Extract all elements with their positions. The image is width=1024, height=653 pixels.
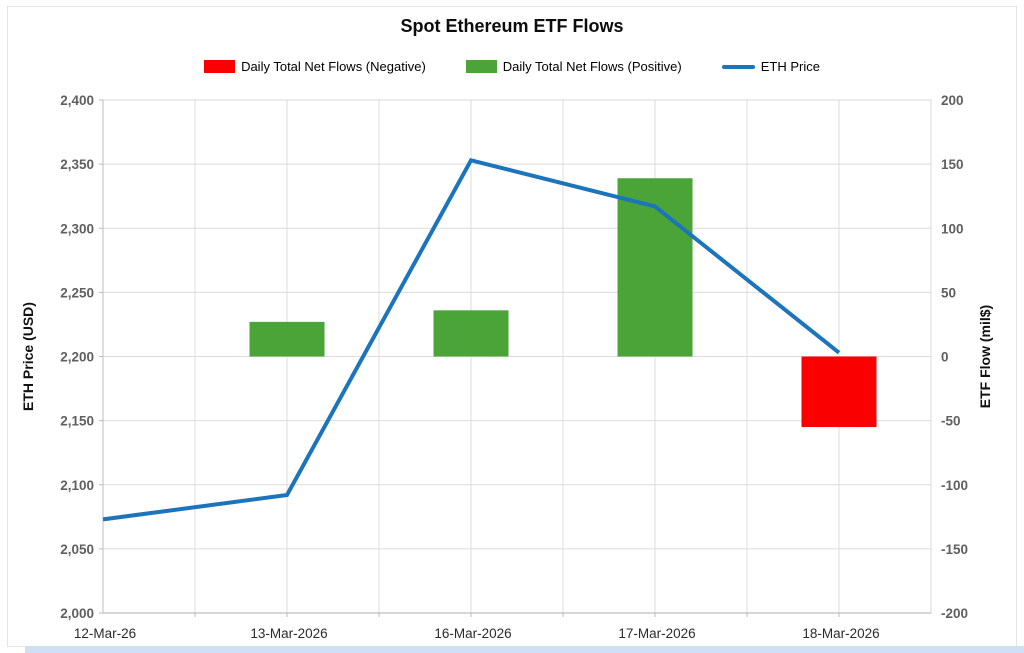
- x-axis-date-label: 16-Mar-2026: [434, 626, 511, 641]
- x-axis-date-label: 12-Mar-26: [74, 626, 136, 641]
- left-axis-tick-label: 2,300: [60, 221, 94, 236]
- negative-flow-swatch-icon: [204, 60, 236, 73]
- right-axis-tick-label: -150: [941, 542, 968, 557]
- legend-item-positive-flows: Daily Total Net Flows (Positive): [465, 59, 682, 74]
- eth-price-line-swatch-icon: [721, 64, 755, 69]
- legend-label: ETH Price: [760, 59, 820, 74]
- right-axis-tick-label: 100: [941, 221, 964, 236]
- right-axis-tick-label: 200: [941, 93, 964, 108]
- legend-label: Daily Total Net Flows (Negative): [241, 59, 426, 74]
- left-axis-tick-label: 2,350: [60, 157, 94, 172]
- bar-negative-18-Mar-2026: [801, 356, 877, 428]
- left-axis-tick-label: 2,250: [60, 285, 94, 300]
- bar-positive-16-Mar-2026: [433, 310, 509, 357]
- left-axis-tick-label: 2,050: [60, 542, 94, 557]
- window-bottom-edge: [25, 646, 1024, 653]
- right-axis-title: ETF Flow (mil$): [977, 305, 993, 408]
- legend-label: Daily Total Net Flows (Positive): [502, 59, 682, 74]
- chart-title: Spot Ethereum ETF Flows: [400, 16, 624, 36]
- eth-price-line: [102, 157, 841, 522]
- left-axis-tick-label: 2,400: [60, 93, 94, 108]
- left-axis-title: ETH Price (USD): [20, 302, 36, 411]
- x-axis-date-label: 17-Mar-2026: [618, 626, 695, 641]
- right-axis-tick-label: -200: [941, 606, 968, 621]
- right-axis-tick-label: 0: [941, 350, 949, 365]
- positive-flow-swatch-icon: [465, 60, 497, 73]
- x-axis-date-label: 13-Mar-2026: [250, 626, 327, 641]
- right-axis-tick-label: 150: [941, 157, 964, 172]
- left-axis-tick-label: 2,100: [60, 478, 94, 493]
- left-axis-tick-label: 2,200: [60, 350, 94, 365]
- x-axis-date-label: 18-Mar-2026: [802, 626, 879, 641]
- right-axis-tick-label: 50: [941, 285, 956, 300]
- legend: Daily Total Net Flows (Negative) Daily T…: [0, 59, 1024, 74]
- left-axis-tick-label: 2,150: [60, 414, 94, 429]
- legend-item-eth-price: ETH Price: [721, 59, 820, 74]
- legend-item-negative-flows: Daily Total Net Flows (Negative): [204, 59, 426, 74]
- right-axis-tick-label: -50: [941, 414, 961, 429]
- right-axis-tick-label: -100: [941, 478, 968, 493]
- left-axis-tick-label: 2,000: [60, 606, 94, 621]
- bar-positive-13-Mar-2026: [249, 321, 325, 357]
